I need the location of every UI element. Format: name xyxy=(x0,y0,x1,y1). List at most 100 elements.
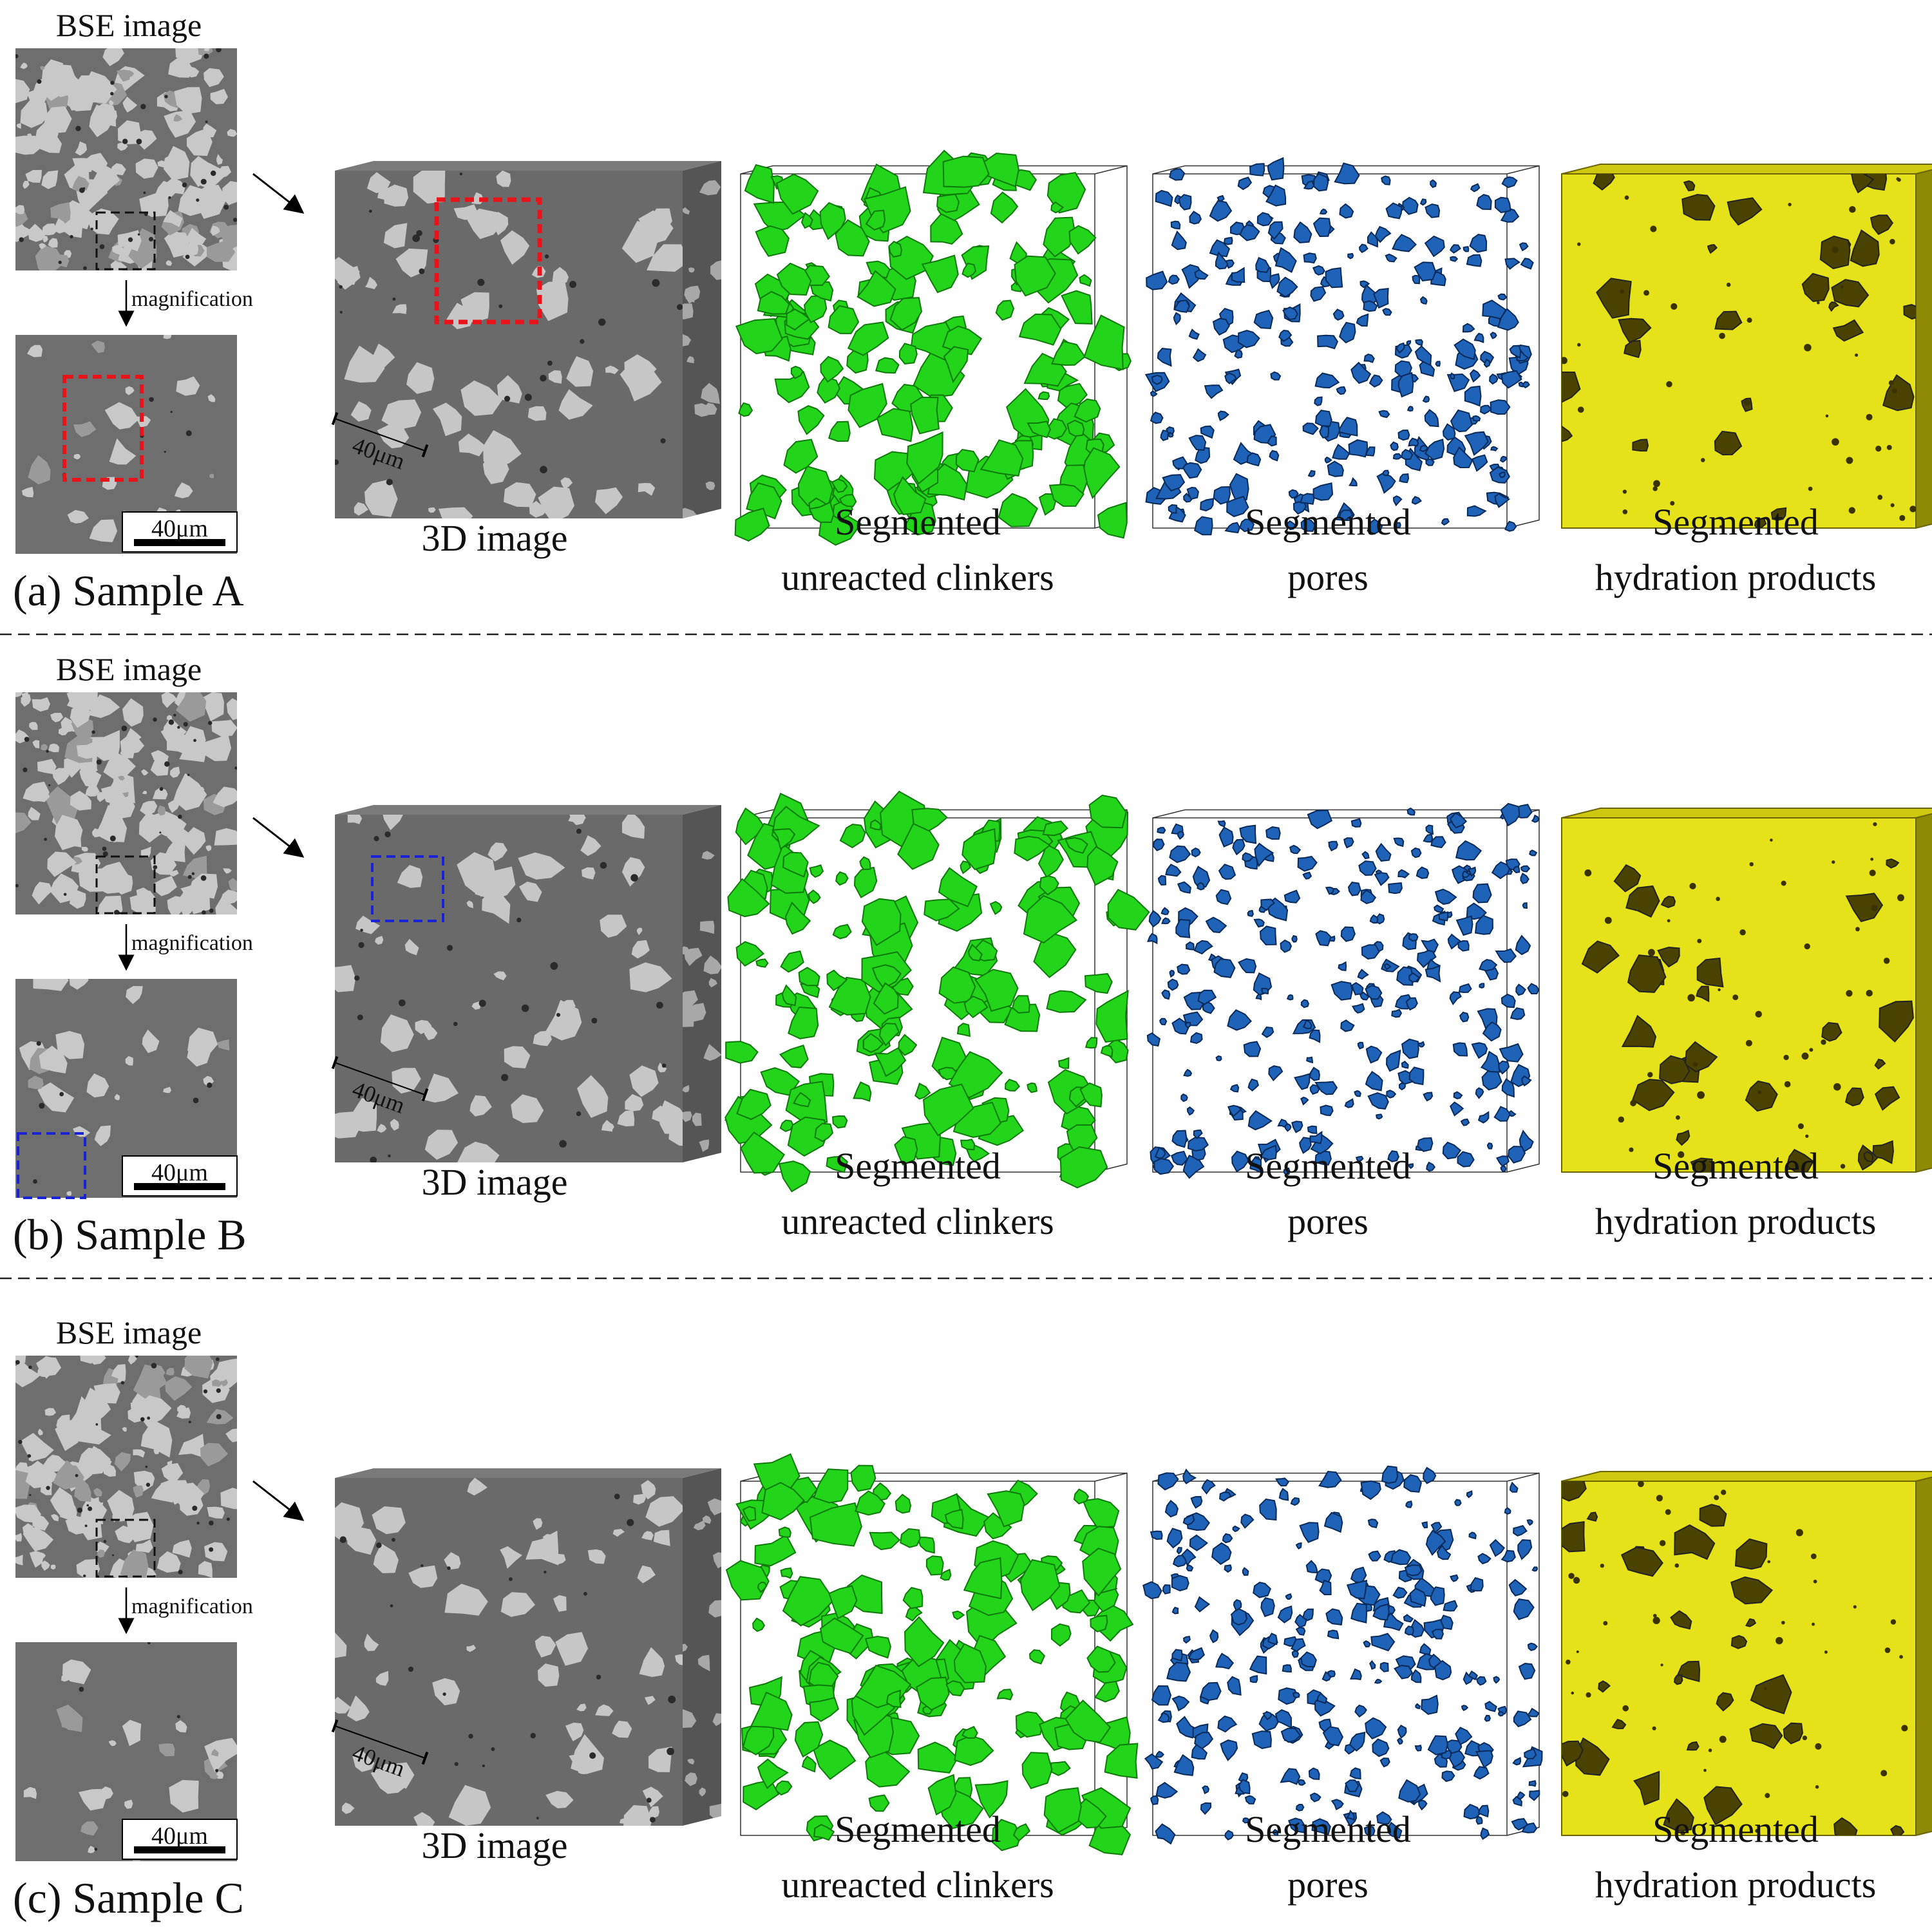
cube-right-face xyxy=(683,161,721,518)
cube-grain xyxy=(649,1747,672,1772)
bse-pore xyxy=(232,218,237,222)
phase-particle xyxy=(1050,1623,1072,1647)
cube-grain xyxy=(580,835,601,857)
cube-scale-line xyxy=(331,1719,429,1765)
hydration-pit xyxy=(1824,1650,1828,1654)
bse-pore xyxy=(234,766,237,770)
cube-pore xyxy=(354,975,360,981)
phase-particle xyxy=(871,964,902,990)
phase-particle xyxy=(1419,198,1427,206)
cube-grain xyxy=(647,244,683,272)
phase-particle xyxy=(1172,456,1188,469)
hydration-pit xyxy=(1576,1650,1579,1653)
bse-pore xyxy=(122,138,128,144)
phase-particle xyxy=(1367,1092,1389,1110)
phase-particle xyxy=(1215,251,1229,270)
phase-particle xyxy=(1286,994,1294,1001)
cube-grain xyxy=(601,1120,612,1132)
bse-grain xyxy=(226,698,237,721)
phase-particle xyxy=(1086,846,1119,886)
phase-particle xyxy=(1237,176,1253,191)
cube-pore xyxy=(477,278,485,287)
cube-pore xyxy=(667,1747,674,1756)
hydration-void xyxy=(1674,1524,1716,1560)
phase-particle xyxy=(1260,1597,1275,1618)
phase-particle xyxy=(1495,1155,1510,1167)
cube-pore xyxy=(390,1604,393,1607)
to-3d-arrow xyxy=(252,1480,305,1521)
phase-particle xyxy=(1249,163,1265,176)
scale-bar-line xyxy=(134,1846,225,1853)
bse-pore xyxy=(216,1414,222,1419)
hydration-pit xyxy=(1891,388,1897,394)
phase-particle xyxy=(1153,1158,1175,1175)
bse-grain xyxy=(155,180,178,200)
bse-grain xyxy=(61,1673,70,1682)
cube-pore xyxy=(583,1591,587,1596)
phase-particle xyxy=(1171,1695,1190,1712)
hydration-pit xyxy=(1739,929,1746,936)
hydration-pit xyxy=(1653,486,1658,491)
phase-particle xyxy=(989,900,1003,915)
bse-grain xyxy=(109,438,137,465)
cube-grain xyxy=(335,257,360,285)
cube-pore xyxy=(478,999,486,1007)
hydration-void xyxy=(1745,1080,1778,1112)
phase-particle xyxy=(1253,1582,1271,1598)
cube-grain xyxy=(347,815,363,824)
phase-particle xyxy=(1462,323,1475,333)
phase-particle xyxy=(1365,1717,1387,1740)
phase-particle xyxy=(1155,1823,1176,1845)
phase-particle xyxy=(910,396,940,435)
hydration-void xyxy=(1754,517,1767,528)
phase-particle xyxy=(1291,1650,1299,1658)
cube-grain xyxy=(458,433,486,457)
phase-particle xyxy=(1238,958,1257,974)
cube-front-face xyxy=(1561,173,1917,529)
phase-particle xyxy=(1501,1549,1516,1563)
panel-title-line: Segmented xyxy=(1245,1808,1411,1850)
cube-grain xyxy=(612,1529,625,1537)
bse-grain xyxy=(198,1560,213,1578)
hydration-pit xyxy=(1855,353,1859,357)
hydration-pit xyxy=(1653,480,1660,488)
cube-grain xyxy=(504,482,536,507)
bse-grain xyxy=(23,180,30,189)
bse-grain xyxy=(167,825,189,846)
hydration-void xyxy=(1745,1618,1757,1627)
panel-title-line: pores xyxy=(1287,556,1368,598)
cube-grain xyxy=(697,1654,710,1672)
bse-grain xyxy=(110,260,127,270)
phase-particle xyxy=(1260,1144,1277,1160)
phase-particle xyxy=(1171,1575,1189,1592)
bse-grain xyxy=(161,692,178,708)
cube-pore xyxy=(676,304,683,310)
bse-grain xyxy=(39,1045,68,1074)
phase-particle xyxy=(1419,296,1428,305)
cube-pore xyxy=(661,1063,667,1068)
phase-particle xyxy=(1157,875,1167,886)
phase-particle xyxy=(1150,390,1158,397)
hydration-pit xyxy=(1804,343,1812,352)
phase-particle xyxy=(1381,175,1391,185)
phase-particle xyxy=(774,1780,793,1796)
bse-grain xyxy=(209,1771,219,1779)
phase-particle xyxy=(1171,230,1187,251)
phase-particle xyxy=(781,984,797,1007)
hydration-void xyxy=(1660,895,1676,909)
phase-particle xyxy=(1104,1743,1139,1779)
phase-particle xyxy=(1463,246,1470,252)
phase-particle xyxy=(1471,454,1488,472)
cube-pore xyxy=(408,1666,414,1672)
phase-particle xyxy=(1387,1821,1403,1839)
phase-particle xyxy=(1268,1065,1283,1081)
phase-particle xyxy=(1239,518,1255,533)
bse-grain xyxy=(94,1125,111,1146)
cube-grain xyxy=(466,208,501,240)
cube-grain xyxy=(587,1549,606,1564)
cube-grain xyxy=(372,1506,406,1535)
phase-particle xyxy=(974,969,1019,1012)
cube-grain xyxy=(341,1803,355,1814)
